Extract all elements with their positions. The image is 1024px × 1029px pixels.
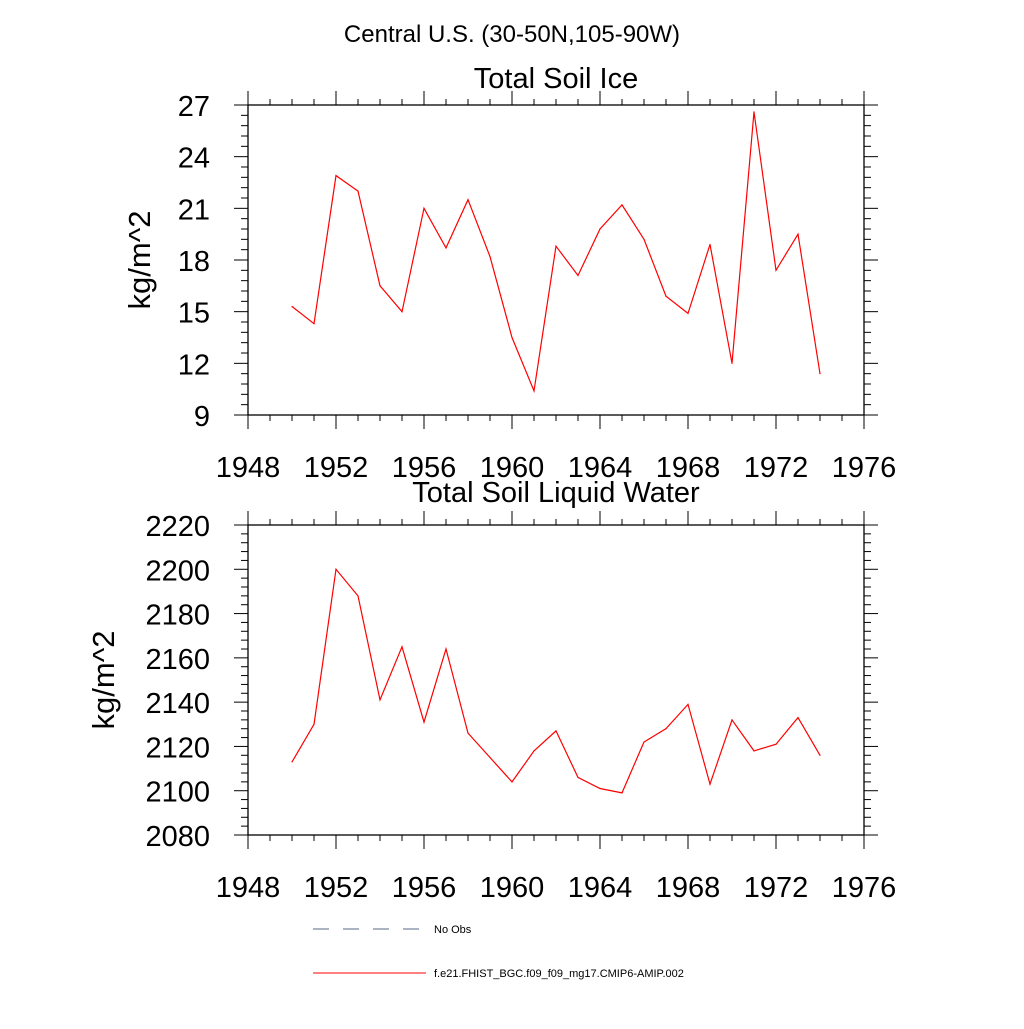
data-point [335, 568, 337, 570]
data-point [731, 719, 733, 721]
y-tick-label: 2100 [145, 777, 210, 809]
data-point [313, 723, 315, 725]
y-tick-label: 2160 [145, 644, 210, 676]
y-axis-label: kg/m^2 [86, 631, 121, 730]
x-tick-label: 1960 [480, 872, 545, 904]
x-tick-label: 1948 [216, 452, 281, 484]
x-tick-label: 1964 [568, 452, 633, 484]
data-point [379, 285, 381, 287]
y-tick-label: 15 [178, 298, 210, 330]
data-point [291, 761, 293, 763]
x-tick-label: 1948 [216, 872, 281, 904]
data-point [731, 362, 733, 364]
legend: No Obs f.e21.FHIST_BGC.f09_f09_mg17.CMIP6… [313, 924, 684, 980]
data-point [357, 595, 359, 597]
legend-label: f.e21.FHIST_BGC.f09_f09_mg17.CMIP6-AMIP.… [434, 968, 684, 980]
data-point [335, 175, 337, 177]
data-point [401, 646, 403, 648]
y-tick-label: 27 [178, 91, 210, 123]
data-point [643, 238, 645, 240]
data-point [423, 721, 425, 723]
data-point [511, 781, 513, 783]
data-point [555, 730, 557, 732]
legend-label: No Obs [434, 924, 472, 936]
data-point [577, 776, 579, 779]
data-point [621, 792, 623, 794]
data-point [709, 783, 711, 785]
x-tick-label: 1972 [744, 872, 809, 904]
x-tick-label: 1976 [832, 872, 897, 904]
data-point [819, 754, 821, 756]
data-point [687, 312, 689, 314]
x-tick-label: 1964 [568, 872, 633, 904]
chart-panel-2: Total Soil Liquid Water 1948 1952 1956 1960 1… [86, 477, 896, 904]
data-point [665, 295, 667, 297]
data-point [753, 111, 755, 113]
data-point [357, 190, 359, 192]
x-tick-label: 1968 [656, 452, 721, 484]
data-point [533, 750, 535, 752]
x-tick-label: 1952 [304, 452, 369, 484]
y-tick-label: 21 [178, 194, 210, 226]
data-point [775, 269, 777, 271]
chart-panel-1: Total Soil Ice 1948 1952 1956 1960 1964 1968 19… [122, 63, 896, 484]
data-point [599, 228, 601, 230]
x-tick-label: 1976 [832, 452, 897, 484]
data-point [313, 323, 315, 325]
y-tick-label: 24 [178, 143, 210, 175]
x-tick-label: 1956 [392, 872, 457, 904]
data-point [621, 204, 623, 206]
data-point [291, 305, 293, 308]
x-tick-label: 1972 [744, 452, 809, 484]
data-point [445, 247, 447, 249]
x-tick-label: 1968 [656, 872, 721, 904]
figure-supertitle: Central U.S. (30-50N,105-90W) [344, 21, 680, 48]
data-point [753, 750, 755, 752]
legend-entry: f.e21.FHIST_BGC.f09_f09_mg17.CMIP6-AMIP.… [313, 968, 684, 980]
chart-panels: Total Soil Ice 1948 1952 1956 1960 1964 1968 19… [86, 63, 896, 904]
data-point [511, 336, 513, 339]
data-point [643, 741, 645, 743]
data-point [423, 207, 425, 209]
data-point [797, 717, 799, 719]
legend-entry: No Obs [313, 924, 472, 936]
y-axis-label: kg/m^2 [122, 211, 157, 310]
y-tick-label: 2200 [145, 555, 210, 587]
data-point [467, 199, 469, 201]
data-point [533, 390, 535, 392]
y-tick-label: 2080 [145, 821, 210, 853]
data-point [489, 756, 491, 759]
chart-title: Total Soil Ice [474, 63, 638, 95]
data-point [687, 703, 689, 705]
y-tick-label: 18 [178, 246, 210, 278]
data-point [819, 373, 821, 375]
y-tick-label: 2140 [145, 688, 210, 720]
data-point [665, 728, 667, 730]
y-tick-label: 2220 [145, 511, 210, 543]
data-point [489, 255, 491, 258]
x-tick-label: 1960 [480, 452, 545, 484]
data-point [599, 787, 601, 790]
data-point [445, 648, 447, 650]
data-point [555, 245, 557, 247]
y-tick-label: 2120 [145, 732, 210, 764]
y-tick-label: 2180 [145, 600, 210, 632]
x-tick-label: 1956 [392, 452, 457, 484]
data-point [775, 743, 777, 745]
chart-title: Total Soil Liquid Water [412, 477, 700, 509]
x-tick-label: 1952 [304, 872, 369, 904]
y-tick-label: 9 [194, 401, 210, 433]
data-point [379, 699, 381, 701]
y-tick-label: 12 [178, 349, 210, 381]
data-point [577, 274, 579, 277]
data-point [401, 311, 403, 313]
data-point [467, 732, 469, 734]
data-point [797, 233, 799, 235]
data-point [709, 243, 711, 246]
